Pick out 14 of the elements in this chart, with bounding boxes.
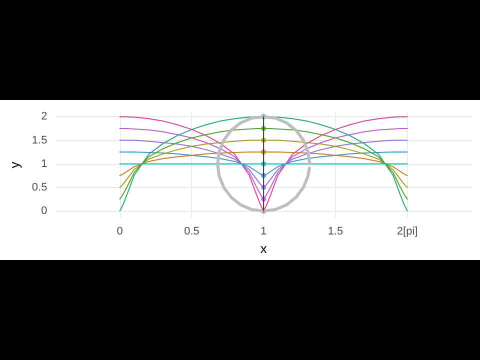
- x-tick-label: 0.5: [184, 226, 200, 238]
- x-tick-label: 2[pi]: [396, 226, 418, 238]
- y-tick-label: 1: [41, 158, 48, 170]
- x-tick-label: 0: [116, 226, 123, 238]
- y-tick-label: 0.5: [32, 181, 48, 194]
- y-axis-title: y: [7, 161, 22, 168]
- line-series: [216, 115, 312, 212]
- y-tick-label: 0: [41, 204, 48, 217]
- x-tick-label: 1: [260, 226, 267, 238]
- y-tick-label: 1.5: [32, 134, 48, 146]
- line-series: [119, 152, 408, 176]
- x-axis-title: x: [260, 241, 268, 256]
- x-tick-label: 1.5: [328, 226, 344, 238]
- y-tick-label: 2: [41, 110, 48, 123]
